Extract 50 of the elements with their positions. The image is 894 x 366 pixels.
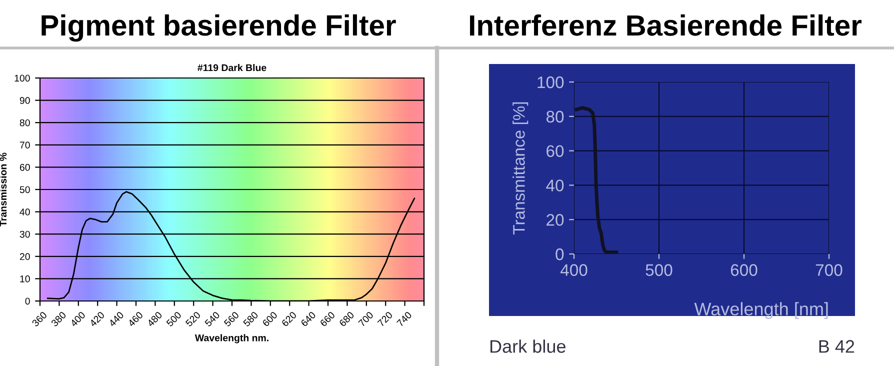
y-tick-label: 40 (546, 180, 564, 192)
x-tick-label: 400 (70, 311, 86, 328)
x-tick-label: 520 (185, 311, 201, 327)
x-tick-label: 600 (262, 311, 278, 327)
chart-title: Interferenz Basierende Filter (470, 14, 862, 36)
x-tick-label: 700 (816, 264, 842, 276)
x-tick-label: 540 (204, 311, 220, 327)
y-tick-label: 100 (14, 74, 30, 82)
text: Dark blue (490, 340, 566, 353)
x-tick-label: 460 (127, 311, 144, 328)
x-tick-label: 420 (89, 311, 105, 328)
y-tick-label: 80 (546, 110, 564, 123)
y-tick-label: 80 (20, 119, 30, 126)
x-tick-label: 740 (396, 311, 412, 327)
y-tick-label: 20 (20, 253, 30, 260)
x-tick-label: 440 (108, 311, 124, 328)
x-tick-label: 640 (300, 311, 316, 327)
y-axis-title: Transmittance [%] (512, 102, 528, 234)
line-series (574, 106, 618, 254)
x-tick-label: 580 (242, 311, 259, 327)
y-tick-label: 30 (20, 230, 30, 238)
chart-subtitle: #119 Dark Blue (198, 64, 266, 72)
chart-title: Pigment basierende Filter (42, 14, 396, 42)
text: B 42 (819, 340, 854, 353)
y-tick-label: 70 (20, 142, 30, 149)
x-tick-label: 500 (166, 311, 182, 327)
x-tick-label: 680 (338, 311, 355, 327)
x-tick-label: 400 (560, 264, 588, 276)
x-tick-label: 500 (646, 264, 672, 276)
x-tick-label: 480 (146, 311, 163, 328)
x-tick-label: 700 (358, 311, 374, 327)
y-tick-label: 100 (538, 76, 564, 88)
x-tick-label: 720 (377, 311, 393, 327)
x-tick-label: 360 (32, 311, 48, 327)
y-tick-label: 0 (556, 248, 564, 260)
y-tick-label: 60 (546, 145, 564, 158)
y-tick-label: 0 (25, 298, 30, 305)
x-axis-title: Wavelength nm. (194, 334, 268, 344)
x-tick-label: 560 (224, 311, 240, 327)
x-tick-label: 380 (50, 311, 67, 327)
y-tick-label: 40 (20, 208, 30, 216)
x-tick-label: 660 (320, 311, 336, 327)
x-tick-label: 620 (281, 311, 297, 327)
y-tick-label: 10 (20, 275, 30, 282)
y-tick-label: 20 (546, 214, 564, 226)
y-tick-label: 90 (20, 97, 30, 104)
x-axis-title: Wavelength [nm] (694, 302, 828, 319)
x-tick-label: 600 (730, 264, 758, 276)
y-tick-label: 60 (20, 164, 30, 171)
y-tick-label: 50 (20, 186, 30, 194)
